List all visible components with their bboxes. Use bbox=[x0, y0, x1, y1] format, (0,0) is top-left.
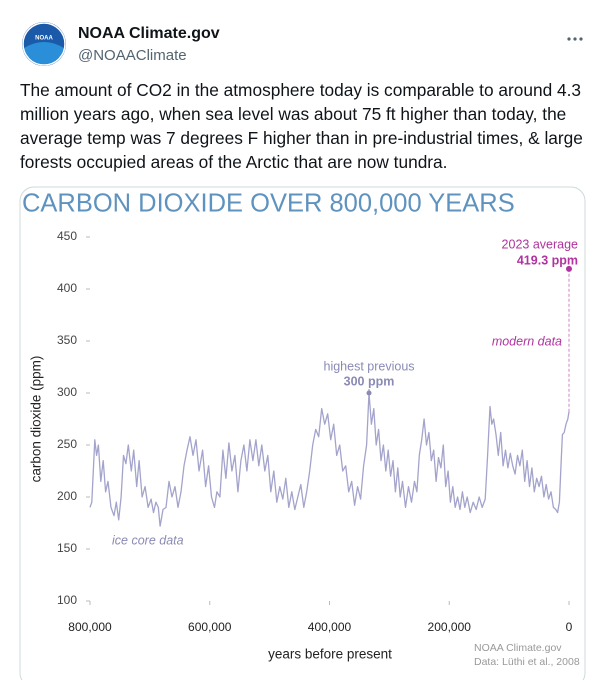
account-name[interactable]: NOAA Climate.gov bbox=[78, 25, 220, 42]
source-note: Data: Lüthi et al., 2008 bbox=[474, 656, 580, 668]
x-tick-label: 600,000 bbox=[188, 620, 232, 634]
co2-line bbox=[89, 392, 570, 527]
y-tick-label: 450 bbox=[57, 229, 77, 243]
logo-wave bbox=[24, 42, 64, 66]
y-tick-label: 300 bbox=[57, 385, 77, 399]
annotation-value: 419.3 ppm bbox=[517, 253, 578, 267]
media-card[interactable] bbox=[19, 186, 586, 680]
series-label: modern data bbox=[492, 334, 562, 348]
annotation-text: 2023 average bbox=[502, 237, 579, 251]
chart-title: CARBON DIOXIDE OVER 800,000 YEARS bbox=[22, 190, 515, 218]
series-label: ice core data bbox=[112, 533, 184, 547]
x-tick-label: 200,000 bbox=[428, 620, 472, 634]
y-tick-label: 350 bbox=[57, 333, 77, 347]
y-tick-label: 400 bbox=[57, 281, 77, 295]
plot: CARBON DIOXIDE OVER 800,000 YEARS years … bbox=[22, 190, 580, 668]
x-tick-label: 0 bbox=[566, 620, 573, 634]
annotation-value: 300 ppm bbox=[344, 374, 395, 388]
y-axis-label: carbon dioxide (ppm) bbox=[29, 356, 44, 483]
annotation-text: highest previous bbox=[324, 359, 415, 373]
x-tick-label: 800,000 bbox=[68, 620, 112, 634]
highest-point bbox=[366, 390, 372, 396]
x-tick-label: 400,000 bbox=[308, 620, 352, 634]
logo-text: NOAA bbox=[35, 36, 53, 42]
logo-ring bbox=[22, 22, 66, 66]
post-text: The amount of CO2 in the atmosphere toda… bbox=[20, 80, 583, 172]
y-tick-label: 200 bbox=[57, 489, 77, 503]
x-axis-label: years before present bbox=[268, 647, 392, 662]
more-menu[interactable] bbox=[567, 37, 583, 41]
y-tick-label: 250 bbox=[57, 437, 77, 451]
current-point bbox=[566, 265, 572, 272]
account-handle[interactable]: @NOAAClimate bbox=[78, 47, 187, 64]
source-note: NOAA Climate.gov bbox=[474, 642, 562, 654]
y-tick-label: 150 bbox=[57, 541, 77, 555]
y-tick-label: 100 bbox=[57, 593, 77, 607]
